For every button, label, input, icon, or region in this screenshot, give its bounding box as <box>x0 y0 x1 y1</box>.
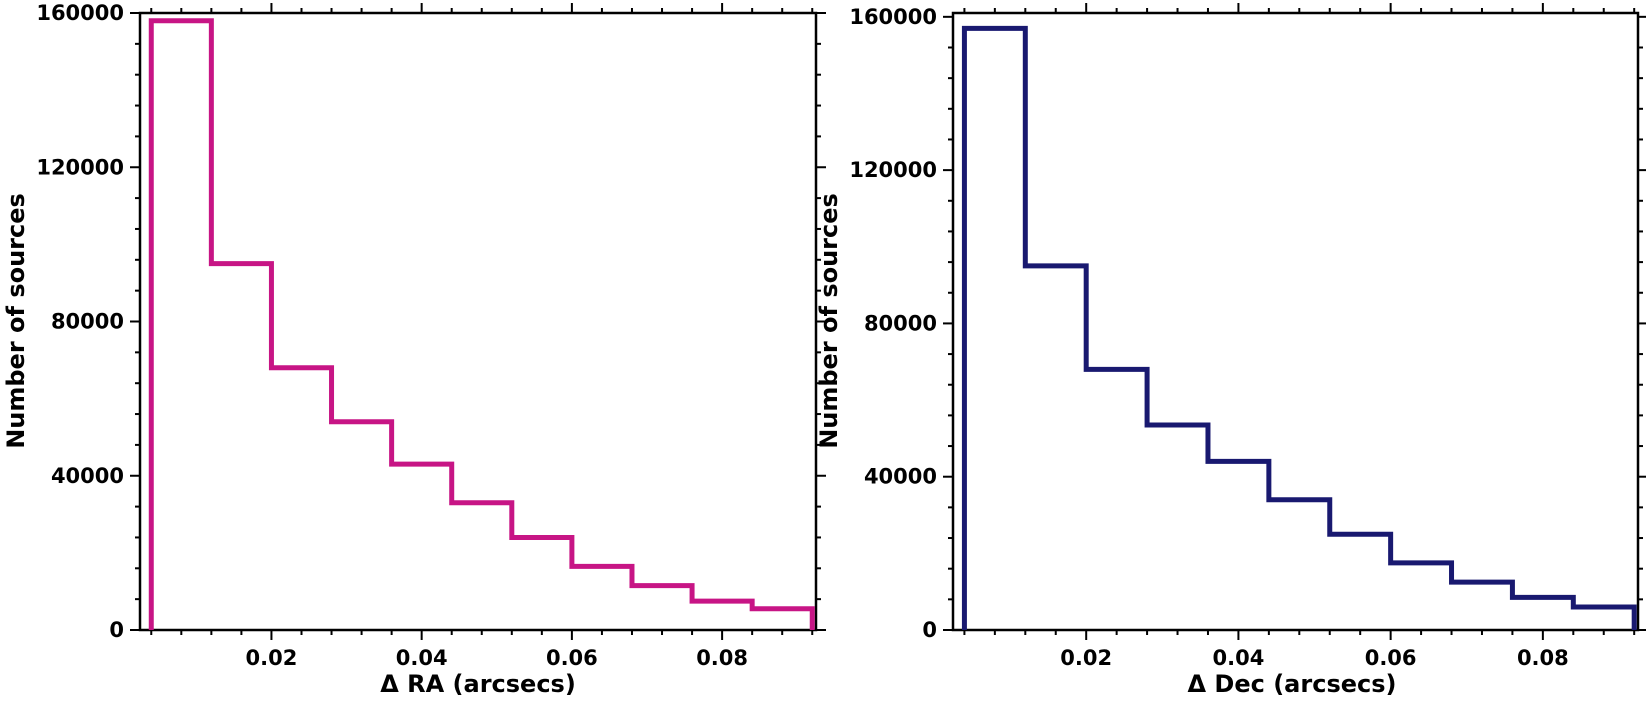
x-tick-label: 0.08 <box>1517 646 1569 670</box>
ra-histogram-bars <box>148 18 815 630</box>
dec-histogram-bars <box>961 25 1637 630</box>
x-tick-label: 0.06 <box>1365 646 1417 670</box>
y-tick-label: 80000 <box>51 310 124 334</box>
axis-ticks <box>943 3 1646 640</box>
y-axis-label: Number of sources <box>815 193 843 449</box>
y-tick-labels: 0 40000 80000 120000 160000 <box>849 5 937 642</box>
x-tick-label: 0.06 <box>546 646 598 670</box>
axis-ticks <box>130 3 826 640</box>
y-tick-label: 80000 <box>864 311 937 335</box>
x-tick-label: 0.02 <box>1060 646 1112 670</box>
y-tick-label: 0 <box>922 618 937 642</box>
x-tick-label: 0.08 <box>696 646 748 670</box>
y-axis-label: Number of sources <box>2 193 30 449</box>
ra-histogram-panel: 0 40000 80000 120000 160000 0.02 0.04 0.06 0.08… <box>2 1 826 698</box>
x-axis-label: Δ Dec (arcsecs) <box>1188 670 1397 698</box>
x-tick-label: 0.04 <box>1213 646 1265 670</box>
x-tick-labels: 0.02 0.04 0.06 0.08 <box>246 646 748 670</box>
x-tick-labels: 0.02 0.04 0.06 0.08 <box>1060 646 1568 670</box>
y-tick-label: 40000 <box>864 465 937 489</box>
plot-frame <box>951 11 1640 632</box>
dec-histogram-panel: 0 40000 80000 120000 160000 0.02 0.04 0.06 0.08… <box>815 3 1646 698</box>
y-tick-labels: 0 40000 80000 120000 160000 <box>36 1 124 642</box>
x-tick-label: 0.04 <box>396 646 448 670</box>
y-tick-label: 40000 <box>51 464 124 488</box>
y-tick-label: 120000 <box>849 158 937 182</box>
x-axis-label: Δ RA (arcsecs) <box>380 670 576 698</box>
x-tick-label: 0.02 <box>246 646 298 670</box>
y-tick-label: 160000 <box>849 5 937 29</box>
y-tick-label: 120000 <box>36 155 124 179</box>
y-tick-label: 160000 <box>36 1 124 25</box>
y-tick-label: 0 <box>109 618 124 642</box>
plot-frame <box>138 11 818 632</box>
